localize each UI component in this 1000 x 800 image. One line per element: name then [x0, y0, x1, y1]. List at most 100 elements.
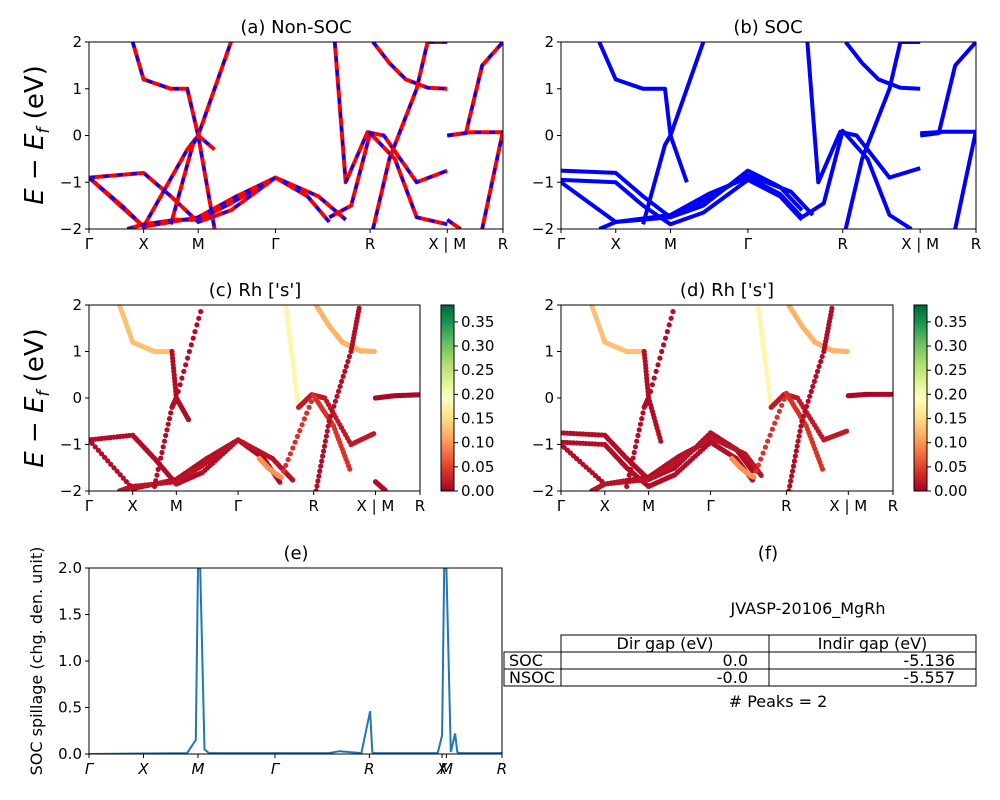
band-dash-a-9	[371, 42, 448, 229]
band-dash-a-13	[446, 218, 462, 229]
x-tick-label-c-5: X | M	[357, 497, 395, 515]
colorbar-tick-label-c-6: 0.30	[461, 337, 494, 355]
band-point-c-8	[301, 416, 307, 422]
band-point-d-7	[766, 388, 772, 394]
band-point-d-6	[640, 410, 646, 416]
band-point-c-10	[316, 473, 322, 479]
y-tick-label-b-2: 0	[544, 127, 554, 145]
band-dash-a-2	[89, 131, 217, 229]
colorbar-tick-label-d-2: 0.10	[934, 434, 967, 452]
y-tick-label-c-1: −1	[60, 436, 82, 454]
band-point-d-7	[764, 372, 770, 378]
band-point-d-9	[753, 468, 759, 474]
band-point-d-6	[649, 382, 656, 388]
band-point-d-7	[762, 356, 768, 363]
band-point-c-1	[111, 465, 117, 471]
band-point-d-7	[765, 376, 771, 382]
band-point-c-1	[108, 461, 114, 467]
table-cell-text-0-2: -5.136	[903, 651, 955, 670]
band-point-d-11	[789, 473, 795, 479]
band-point-c-10	[335, 388, 342, 394]
band-point-c-5	[190, 335, 196, 341]
band-point-d-6	[659, 348, 665, 355]
band-point-c-5	[181, 368, 187, 374]
band-point-c-10	[318, 463, 324, 469]
band-point-c-5	[177, 382, 183, 388]
band-point-d-9	[819, 466, 826, 472]
ylabel-units: (eV)	[20, 65, 50, 127]
x-tick-label-a-3: Γ	[271, 235, 280, 253]
band-point-c-6	[292, 376, 298, 382]
band-point-c-8	[290, 445, 296, 451]
y-tick-label-e-0: 0.0	[58, 745, 82, 763]
band-point-c-8	[280, 468, 287, 474]
band-point-d-3	[758, 472, 764, 478]
band-point-c-8	[283, 462, 289, 468]
x-tick-label-b-4: R	[838, 235, 848, 253]
band-point-d-11	[792, 453, 798, 459]
band-point-d-6	[632, 444, 639, 450]
band-point-c-11	[415, 392, 420, 398]
band-point-c-8	[308, 398, 314, 405]
band-point-c-10	[314, 483, 320, 489]
plot-area-d	[561, 305, 893, 491]
band-point-d-11	[802, 408, 808, 414]
band-point-d-11	[793, 448, 799, 454]
band-point-c-10	[346, 353, 352, 360]
x-tick-label-e-4: R	[364, 760, 374, 778]
band-point-c-1	[89, 440, 95, 446]
band-line-b-3	[598, 173, 815, 229]
band-point-c-2	[290, 477, 296, 483]
band-line-a-4	[130, 42, 216, 152]
band-point-d-9	[758, 456, 764, 462]
plot-area-e	[89, 568, 502, 754]
band-point-d-11	[814, 368, 821, 374]
band-point-d-6	[627, 466, 634, 472]
band-point-c-10	[315, 478, 321, 484]
band-point-d-11	[791, 458, 798, 464]
band-point-d-11	[788, 478, 794, 484]
band-line-b-11	[920, 129, 976, 136]
band-point-d-9	[774, 414, 780, 420]
band-line-b-5	[641, 42, 706, 225]
panel-f-title: (f)	[758, 543, 778, 564]
band-dash-a-5	[169, 42, 233, 225]
band-line-a-10	[447, 42, 503, 138]
band-point-c-10	[313, 488, 319, 491]
band-point-c-8	[347, 466, 353, 472]
band-point-c-8	[299, 422, 305, 428]
x-tick-label-a-6: R	[498, 235, 508, 253]
band-point-c-5	[161, 438, 168, 444]
ylabel-minus: −	[20, 413, 50, 451]
x-tick-label-b-0: Γ	[557, 235, 566, 253]
panel-f-table: (f) JVASP-20106_MgRh # Peaks = 2 Dir gap…	[503, 543, 977, 711]
band-point-d-11	[811, 378, 818, 384]
band-point-d-7	[762, 352, 768, 359]
band-point-d-11	[796, 433, 802, 439]
band-point-d-8	[844, 428, 850, 434]
axes-frame-a	[88, 41, 504, 230]
table-cell-1-2	[768, 668, 977, 687]
band-line-b-4	[597, 42, 689, 183]
band-point-d-11	[829, 305, 835, 311]
band-point-d-11	[800, 413, 807, 419]
panel-e-title: (e)	[283, 543, 308, 564]
band-point-c-10	[339, 378, 345, 384]
table-header-label-1: Dir gap (eV)	[617, 634, 714, 653]
band-point-d-7	[761, 348, 767, 355]
band-point-d-9	[762, 444, 769, 450]
band-point-c-5	[179, 375, 185, 381]
y-tick-label-b-1: −1	[532, 173, 554, 191]
band-point-d-9	[760, 450, 766, 456]
y-tick-label-d-2: 0	[544, 389, 554, 407]
x-tick-label-d-1: X	[600, 497, 610, 515]
band-point-d-7	[763, 360, 769, 367]
band-point-c-5	[168, 410, 174, 416]
y-tick-label-c-0: −2	[60, 482, 82, 500]
y-tick-label-e-2: 1.0	[58, 652, 82, 670]
panel-c-rh-s: (c) Rh ['s'] Γ X M Γ R X | M R −2 −1 0 1 2 0.00 0.05 0…	[60, 280, 495, 515]
band-point-d-7	[765, 380, 771, 386]
colorbar-tick-label-d-7: 0.35	[934, 313, 967, 331]
band-point-d-9	[755, 462, 762, 468]
band-point-d-6	[666, 322, 672, 328]
